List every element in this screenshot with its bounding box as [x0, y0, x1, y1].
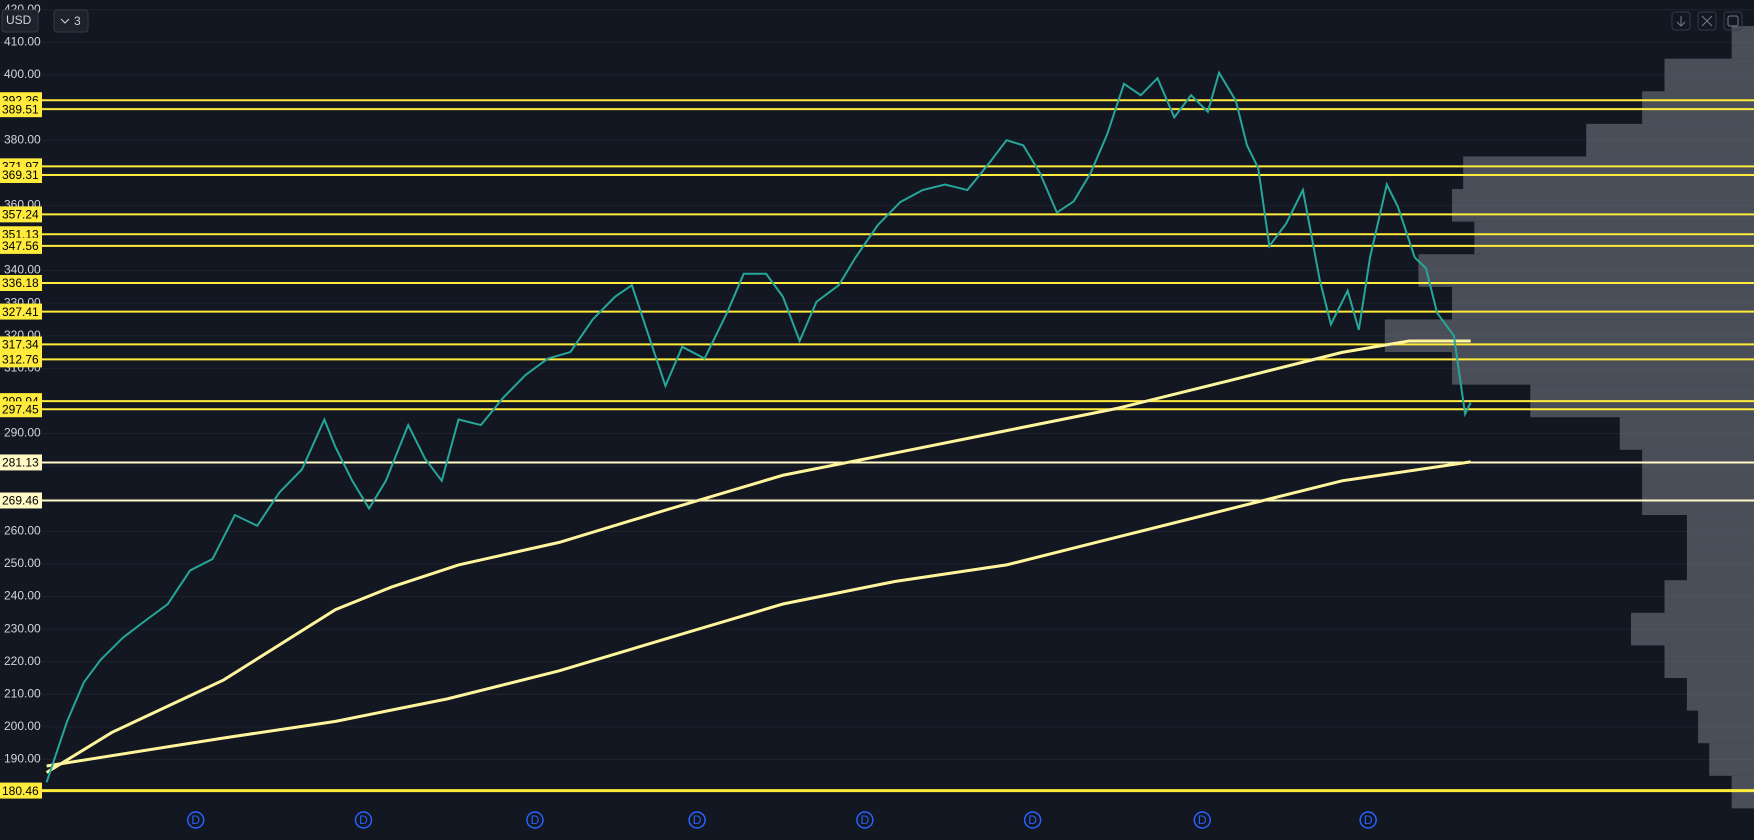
- level-label-bg: [0, 274, 42, 291]
- y-tick-label: 290.00: [4, 426, 41, 440]
- volume-bar: [1418, 254, 1754, 287]
- y-tick-label: 230.00: [4, 621, 41, 635]
- y-tick-label: 380.00: [4, 132, 41, 146]
- volume-bar: [1384, 319, 1754, 353]
- dividend-label: D: [861, 813, 870, 827]
- level-label: 269.46: [2, 494, 39, 508]
- chevron-icon: [60, 18, 70, 24]
- indicators-button[interactable]: [53, 9, 89, 33]
- level-label-bg: [0, 237, 42, 254]
- volume-bar: [1630, 612, 1754, 646]
- volume-bar: [1686, 677, 1754, 711]
- dividend-marker: [1193, 811, 1212, 829]
- level-label: 389.51: [2, 102, 39, 116]
- dividend-marker: [186, 811, 205, 829]
- price-line: [45, 70, 1472, 783]
- volume-bar: [1451, 352, 1754, 385]
- volume-bar: [1619, 417, 1754, 450]
- arrow-icon: [1676, 16, 1686, 27]
- y-tick-label: 200.00: [4, 719, 41, 733]
- volume-bar: [1642, 449, 1754, 483]
- toolbar: USD 3: [1, 9, 1743, 33]
- level-label-bg: [0, 167, 42, 184]
- volume-bar: [1698, 710, 1754, 744]
- dividend-label: D: [693, 813, 702, 827]
- label-layer: 190.00 200.00 210.00 220.00 230.00 240.00 250.…: [0, 2, 1377, 829]
- indicators-count[interactable]: 3: [74, 14, 81, 28]
- y-tick-label: 210.00: [4, 686, 41, 700]
- level-label: 281.13: [2, 456, 39, 470]
- level-label-bg: [0, 303, 42, 320]
- level-label-bg: [0, 492, 42, 509]
- volume-bar: [1686, 515, 1754, 548]
- level-label: 297.45: [2, 402, 39, 416]
- currency-button[interactable]: [1, 9, 39, 33]
- level-label-bg: [0, 206, 42, 223]
- level-label-bg: [0, 336, 42, 353]
- level-label-bg: [0, 351, 42, 368]
- volume-bar: [1709, 743, 1754, 776]
- volume-bar: [1642, 91, 1754, 124]
- dividend-marker: [688, 811, 706, 829]
- volume-bar: [1451, 189, 1754, 222]
- volume-bar: [1642, 482, 1754, 516]
- moving-average: [46, 460, 1471, 768]
- level-label: 327.41: [2, 305, 39, 319]
- dividend-label: D: [191, 813, 200, 827]
- volume-bar: [1463, 156, 1754, 190]
- level-label-bg: [0, 782, 42, 799]
- y-tick-label: 400.00: [4, 67, 41, 81]
- fullscreen-button[interactable]: [1697, 11, 1717, 31]
- volume-bar: [1686, 547, 1754, 581]
- reset-icon: [1727, 15, 1739, 27]
- volume-bar: [1586, 123, 1754, 157]
- volume-bar: [1664, 58, 1754, 92]
- level-label: 336.18: [2, 276, 39, 290]
- level-label-bg: [0, 401, 42, 418]
- volume-bar: [1474, 221, 1754, 255]
- y-tick-label: 250.00: [4, 556, 41, 570]
- volume-bar: [1731, 26, 1754, 59]
- level-label: 317.34: [2, 338, 39, 352]
- y-tick-label: 410.00: [4, 35, 41, 49]
- dividend-marker: [1359, 811, 1377, 829]
- dividend-marker: [526, 811, 544, 829]
- level-label: 347.56: [2, 239, 39, 253]
- level-label-bg: [0, 101, 42, 118]
- dividend-label: D: [359, 813, 368, 827]
- reset-button[interactable]: [1723, 11, 1743, 31]
- dividend-marker: [1023, 811, 1042, 829]
- level-label: 312.76: [2, 353, 39, 367]
- level-label: 180.46: [2, 784, 39, 798]
- scroll-button[interactable]: [1671, 11, 1691, 31]
- y-tick-label: 190.00: [4, 752, 41, 766]
- y-tick-label: 340.00: [4, 263, 41, 277]
- dividend-marker: [354, 811, 373, 829]
- level-label: 357.24: [2, 208, 39, 222]
- volume-bar: [1451, 286, 1754, 320]
- y-tick-label: 240.00: [4, 589, 41, 603]
- dividend-label: D: [1198, 813, 1207, 827]
- volume-bar: [1664, 580, 1754, 613]
- y-tick-label: 220.00: [4, 654, 41, 668]
- volume-bar: [1664, 645, 1754, 678]
- moving-average: [45, 339, 1471, 774]
- level-label-bg: [0, 454, 42, 471]
- dividend-label: D: [531, 813, 540, 827]
- level-label: 369.31: [2, 168, 39, 182]
- expand-icon: [1701, 15, 1713, 27]
- dividend-label: D: [1028, 813, 1037, 827]
- dividend-label: D: [1364, 813, 1373, 827]
- data-layer: [0, 70, 1754, 793]
- dividend-marker: [856, 811, 874, 829]
- currency-label[interactable]: USD: [6, 13, 32, 27]
- y-tick-label: 260.00: [4, 523, 41, 537]
